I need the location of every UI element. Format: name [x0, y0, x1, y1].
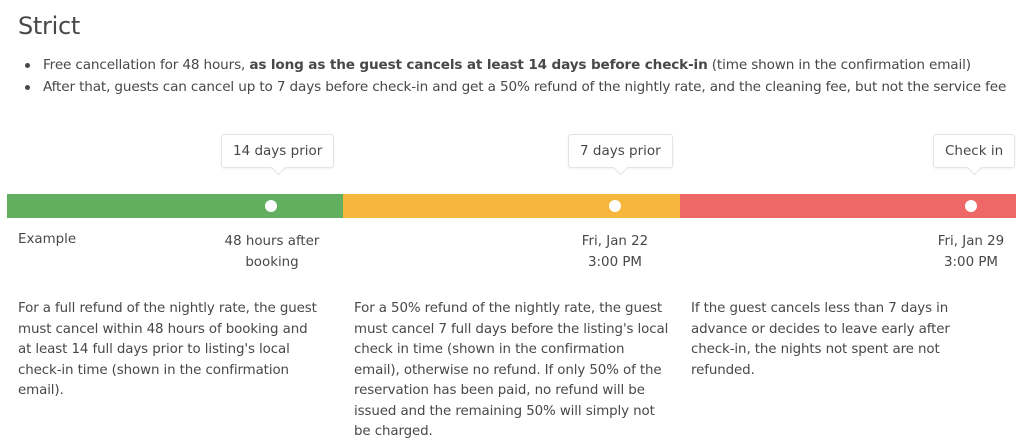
cancellation-timeline-bar	[7, 194, 1016, 218]
marker-dot-icon	[965, 200, 977, 212]
policy-title: Strict	[18, 12, 80, 40]
marker-label-48-hours: 48 hours after booking	[224, 234, 320, 270]
policy-summary-list: Free cancellation for 48 hours, as long …	[22, 54, 1006, 98]
no-refund-segment	[680, 194, 1016, 218]
no-refund-description: If the guest cancels less than 7 days in…	[691, 301, 950, 378]
partial-refund-description: For a 50% refund of the nightly rate, th…	[354, 301, 669, 439]
partial-refund-segment	[343, 194, 680, 218]
policy-bullet: After that, guests can cancel up to 7 da…	[22, 76, 1006, 98]
tooltip-14-days-prior: 14 days prior	[221, 134, 335, 168]
full-refund-segment	[7, 194, 343, 218]
tooltip-7-days-prior: 7 days prior	[568, 134, 673, 168]
tooltip-check-in: Check in	[933, 134, 1016, 168]
policy-bullet: Free cancellation for 48 hours, as long …	[22, 54, 1006, 76]
example-label: Example	[18, 232, 77, 247]
marker-label-jan-22: Fri, Jan 22 3:00 PM	[581, 234, 649, 270]
marker-dot-icon	[609, 200, 621, 212]
full-refund-description: For a full refund of the nightly rate, t…	[18, 301, 317, 398]
marker-label-jan-29: Fri, Jan 29 3:00 PM	[937, 234, 1005, 270]
marker-dot-icon	[265, 200, 277, 212]
policy-bullet-emphasis: as long as the guest cancels at least 14…	[249, 57, 708, 73]
